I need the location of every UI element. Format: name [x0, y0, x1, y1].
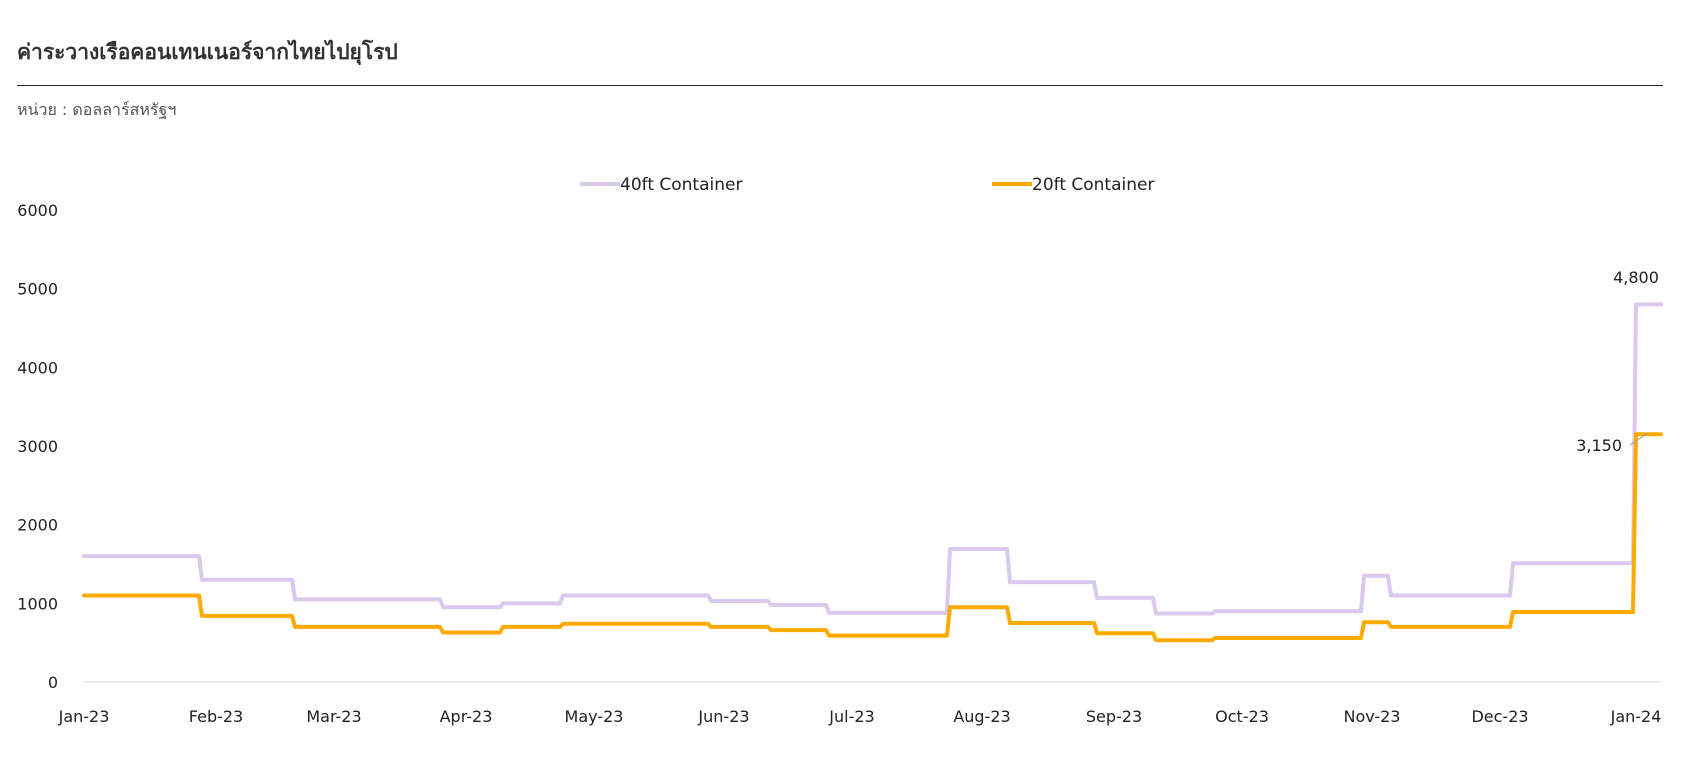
leader-line	[1629, 432, 1649, 446]
y-axis: 0 1000 2000 3000 4000 5000 6000	[17, 201, 58, 692]
y-tick-label: 6000	[17, 201, 58, 220]
x-tick-label: Jan-23	[58, 707, 110, 726]
x-tick-label: Jul-23	[828, 707, 874, 726]
x-tick-label: Feb-23	[189, 707, 243, 726]
x-tick-label: May-23	[565, 707, 624, 726]
x-tick-label: Jan-24	[1610, 707, 1662, 726]
x-tick-label: Sep-23	[1086, 707, 1142, 726]
data-label-20ft: 3,150	[1576, 436, 1622, 455]
x-tick-label: Aug-23	[953, 707, 1010, 726]
x-tick-label: Oct-23	[1215, 707, 1269, 726]
x-axis: Jan-23 Feb-23 Mar-23 Apr-23 May-23 Jun-23 Jul-…	[58, 707, 1662, 726]
x-tick-label: Jun-23	[697, 707, 749, 726]
legend: 40ft Container 20ft Container	[580, 175, 1154, 195]
title-divider	[17, 85, 1663, 86]
y-tick-label: 0	[48, 673, 58, 692]
y-tick-label: 5000	[17, 280, 58, 299]
series-line	[82, 302, 1663, 616]
x-tick-label: Dec-23	[1471, 707, 1528, 726]
series-line	[82, 432, 1663, 643]
unit-label: หน่วย : ดอลลาร์สหรัฐฯ	[17, 100, 177, 119]
x-tick-label: Nov-23	[1344, 707, 1401, 726]
data-labels: 4,800 3,150	[1576, 268, 1659, 455]
x-tick-label: Mar-23	[306, 707, 361, 726]
y-tick-label: 2000	[17, 516, 58, 535]
y-tick-label: 3000	[17, 437, 58, 456]
legend-label: 40ft Container	[620, 175, 742, 195]
data-label-40ft: 4,800	[1613, 268, 1659, 287]
series-lines	[82, 302, 1663, 643]
x-tick-label: Apr-23	[440, 707, 493, 726]
legend-label: 20ft Container	[1032, 175, 1154, 195]
chart-title: ค่าระวางเรือคอนเทนเนอร์จากไทยไปยุโรป	[17, 40, 398, 64]
y-tick-label: 4000	[17, 358, 58, 377]
y-tick-label: 1000	[17, 594, 58, 613]
